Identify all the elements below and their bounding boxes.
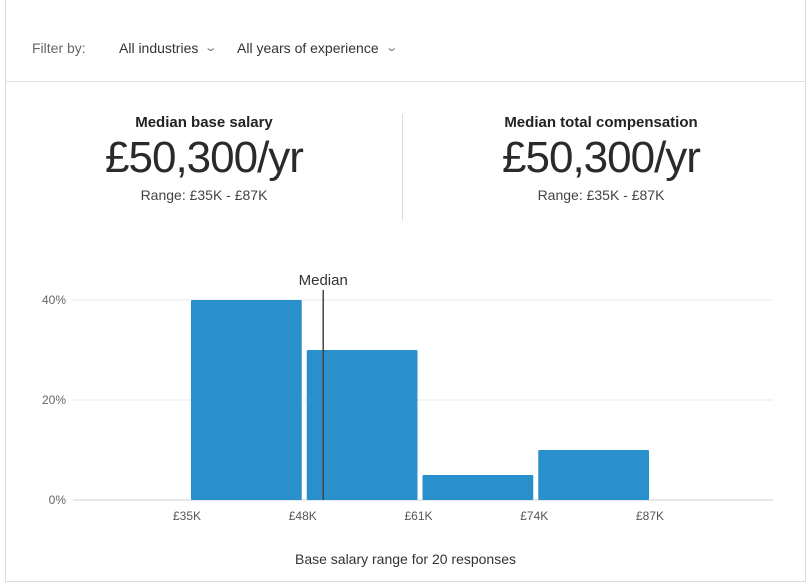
x-tick-label: £74K <box>520 509 548 523</box>
x-axis-caption: Base salary range for 20 responses <box>294 551 516 567</box>
stat-title: Median total compensation <box>504 114 698 131</box>
stat-range: Range: £35K - £87K <box>537 187 665 203</box>
experience-filter-label: All years of experience <box>237 40 379 56</box>
filter-bar: Filter by: All industries ⌄ All years of… <box>6 0 805 82</box>
histogram-bar[interactable] <box>306 350 418 500</box>
histogram-bar[interactable] <box>422 475 534 500</box>
stat-value: £50,300/yr <box>105 133 304 182</box>
stat-title: Median base salary <box>135 114 273 131</box>
histogram-bar[interactable] <box>191 300 302 500</box>
histogram-bar[interactable] <box>538 450 649 500</box>
median-total-compensation-stat: Median total compensation £50,300/yr Ran… <box>403 114 799 203</box>
salary-histogram: 0% 20% 40% £35K £48K £61K £74K £87K Median <box>42 272 773 523</box>
stat-divider <box>402 114 403 221</box>
median-base-salary-stat: Median base salary £50,300/yr Range: £35… <box>6 114 402 203</box>
stat-range: Range: £35K - £87K <box>140 187 268 203</box>
x-tick-label: £35K <box>173 509 201 523</box>
industry-filter-dropdown[interactable]: All industries ⌄ <box>119 40 218 56</box>
y-tick-label: 0% <box>49 493 67 507</box>
y-tick-label: 20% <box>42 393 66 407</box>
median-label: Median <box>299 272 348 289</box>
filter-label: Filter by: <box>32 40 86 56</box>
chevron-down-icon: ⌄ <box>384 41 399 54</box>
y-tick-label: 40% <box>42 293 66 307</box>
chevron-down-icon: ⌄ <box>204 41 218 54</box>
salary-card: Filter by: All industries ⌄ All years of… <box>5 0 806 582</box>
experience-filter-dropdown[interactable]: All years of experience ⌄ <box>237 40 399 56</box>
x-tick-label: £61K <box>404 509 432 523</box>
stat-value: £50,300/yr <box>502 133 701 182</box>
industry-filter-label: All industries <box>119 40 199 56</box>
x-tick-label: £48K <box>289 509 317 523</box>
x-tick-label: £87K <box>636 509 664 523</box>
